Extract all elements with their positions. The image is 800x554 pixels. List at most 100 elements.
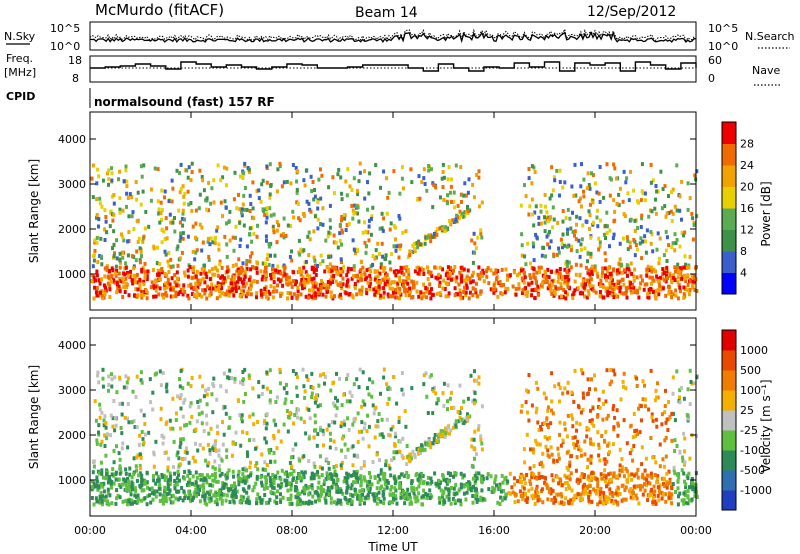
data-cell (673, 471, 677, 476)
data-cell (383, 266, 387, 271)
data-cell (613, 166, 617, 171)
data-cell (226, 265, 230, 270)
data-cell (622, 474, 626, 479)
data-cell (363, 421, 367, 426)
data-cell (563, 422, 566, 426)
data-cell (327, 255, 331, 259)
data-cell (373, 292, 377, 297)
data-cell (336, 271, 340, 276)
data-cell (192, 492, 196, 496)
data-cell (514, 292, 518, 297)
data-cell (583, 452, 587, 457)
beam-title: Beam 14 (355, 5, 418, 21)
data-cell (231, 493, 235, 498)
data-cell (199, 477, 203, 482)
data-cell (287, 275, 291, 280)
data-cell (271, 272, 275, 276)
data-cell (136, 239, 140, 244)
data-cell (205, 296, 209, 301)
data-cell (403, 289, 407, 294)
data-cell (552, 217, 556, 222)
data-cell (209, 236, 213, 241)
data-cell (153, 166, 157, 171)
data-cell (123, 415, 127, 420)
data-cell (565, 264, 569, 268)
data-cell (180, 486, 184, 490)
data-cell (134, 258, 138, 263)
data-cell (322, 432, 326, 437)
data-cell (121, 295, 125, 299)
data-cell (665, 417, 669, 422)
data-cell (247, 474, 251, 479)
data-cell (214, 287, 218, 292)
data-cell (130, 484, 134, 489)
data-cell (340, 214, 344, 219)
data-cell (542, 280, 546, 285)
data-cell (511, 490, 515, 495)
data-cell (587, 427, 591, 432)
data-cell (212, 478, 216, 483)
data-cell (143, 422, 147, 426)
data-cell (118, 464, 122, 469)
data-cell (570, 390, 574, 395)
data-cell (247, 167, 251, 172)
data-cell (452, 474, 455, 479)
data-cell (614, 282, 618, 287)
data-cell (565, 450, 569, 455)
data-cell (444, 486, 448, 491)
data-cell (658, 236, 662, 241)
data-cell (328, 262, 332, 267)
data-cell (546, 219, 550, 224)
data-cell (535, 281, 538, 286)
data-cell (466, 483, 469, 488)
data-cell (310, 280, 314, 285)
data-cell (105, 436, 109, 441)
data-cell (540, 281, 544, 286)
data-cell (604, 273, 607, 278)
data-cell (108, 478, 112, 483)
data-cell (246, 289, 250, 294)
data-cell (296, 289, 300, 294)
data-cell (552, 458, 556, 463)
data-cell (165, 492, 169, 496)
data-cell (103, 208, 107, 213)
data-cell (598, 500, 602, 505)
noise-right-label: N.Search (745, 30, 795, 43)
data-cell (100, 471, 104, 476)
data-cell (295, 190, 299, 195)
data-cell (647, 214, 651, 219)
data-cell (683, 479, 686, 484)
data-cell (649, 471, 653, 476)
data-cell (283, 265, 287, 270)
data-cell (464, 193, 468, 198)
data-cell (340, 197, 344, 202)
data-cell (301, 286, 304, 291)
noise-search-line (89, 27, 697, 43)
data-cell (542, 391, 546, 396)
data-cell (181, 292, 185, 297)
data-cell (368, 273, 372, 278)
data-cell (589, 454, 593, 459)
data-cell (657, 256, 661, 261)
data-cell (655, 477, 659, 482)
data-cell (352, 247, 356, 252)
data-cell (427, 168, 431, 173)
data-cell (221, 442, 225, 447)
data-cell (593, 387, 597, 392)
data-cell (573, 288, 577, 293)
data-cell (330, 474, 334, 479)
data-cell (169, 264, 173, 269)
data-cell (198, 222, 202, 227)
data-cell (536, 494, 540, 499)
data-cell (208, 451, 212, 456)
data-cell (632, 412, 636, 416)
data-cell (118, 210, 122, 215)
data-cell (693, 489, 697, 494)
data-cell (439, 195, 442, 200)
data-cell (526, 496, 529, 501)
data-cell (398, 450, 402, 454)
data-cell (521, 474, 525, 478)
data-cell (641, 472, 645, 477)
freq-label-1: Freq. (6, 52, 33, 65)
data-cell (559, 286, 563, 291)
